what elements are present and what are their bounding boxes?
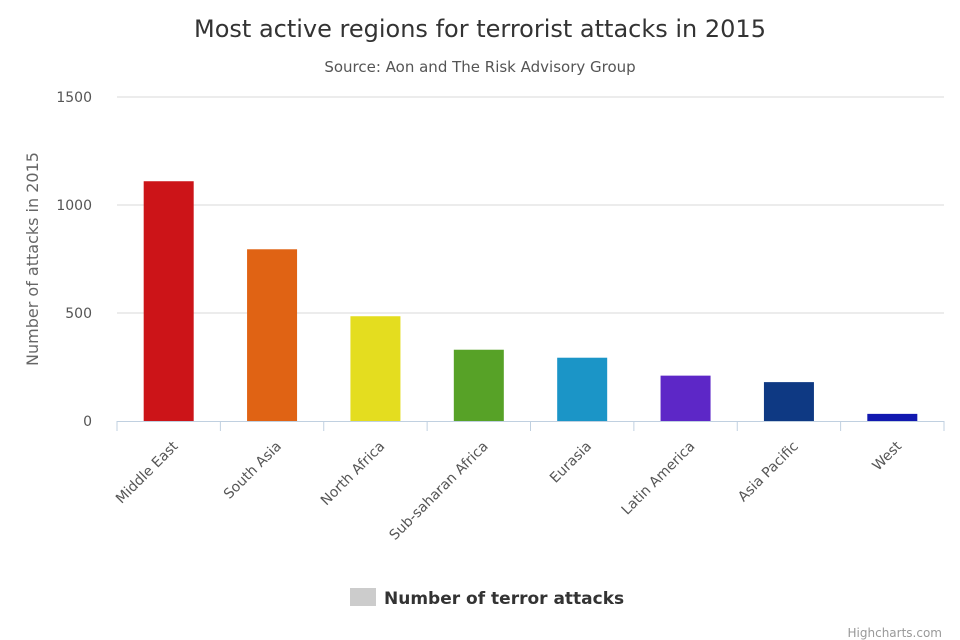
bar-sub-saharan-africa[interactable]: [453, 349, 504, 421]
x-tick-label: North Africa: [318, 439, 388, 509]
legend[interactable]: Number of terror attacks: [350, 588, 624, 609]
x-axis: [116, 421, 945, 431]
x-tick-label: South Asia: [221, 439, 285, 503]
bar-west[interactable]: [867, 413, 918, 421]
bar-north-africa[interactable]: [350, 316, 401, 421]
y-tick-label: 500: [65, 306, 92, 322]
y-tick-label: 0: [83, 414, 92, 430]
legend-swatch[interactable]: [350, 588, 376, 606]
bar-asia-pacific[interactable]: [763, 382, 814, 421]
gridlines: [117, 96, 944, 314]
x-tick-label: Sub-saharan Africa: [387, 439, 492, 544]
bar-south-asia[interactable]: [247, 249, 298, 421]
bar-eurasia[interactable]: [557, 357, 608, 421]
chart-subtitle: Source: Aon and The Risk Advisory Group: [324, 58, 635, 76]
y-axis-title: Number of attacks in 2015: [23, 152, 42, 366]
x-axis-ticks: Middle East South Asia North AfricaSub-sah…: [113, 438, 906, 543]
x-tick-label: Latin America: [619, 439, 699, 519]
bar-middle-east[interactable]: [143, 181, 194, 421]
x-tick-label: Asia Pacific: [735, 439, 802, 506]
y-axis-ticks: 0 500 1000 1500: [56, 90, 92, 430]
bar-latin-america[interactable]: [660, 375, 711, 421]
y-tick-label: 1500: [56, 90, 92, 106]
legend-label[interactable]: Number of terror attacks: [384, 589, 624, 609]
y-tick-label: 1000: [56, 198, 92, 214]
chart-title: Most active regions for terrorist attack…: [194, 15, 766, 43]
x-tick-label: Eurasia: [547, 439, 595, 487]
credit-link[interactable]: Highcharts.com: [848, 626, 942, 640]
x-tick-label: Middle East: [113, 438, 182, 507]
x-tick-label: West: [869, 438, 905, 474]
bars: [143, 181, 918, 421]
